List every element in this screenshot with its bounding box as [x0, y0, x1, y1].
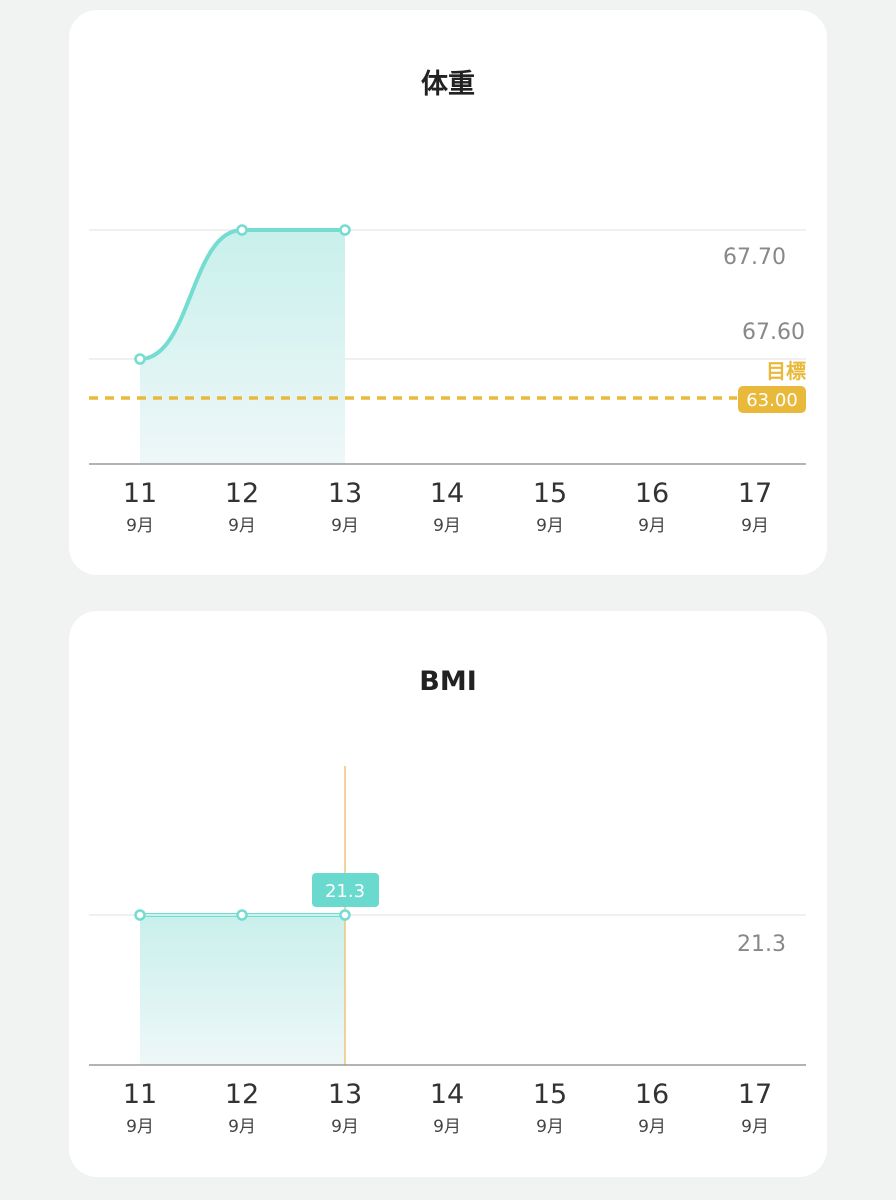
x-tick-day: 13: [328, 478, 362, 509]
bmi-chart-card: BMI 21.3 21.3 11 9月 12 9月 13 9月 14 9月 15 9月 16 9月 17 9月: [69, 611, 827, 1177]
bmi-data-point[interactable]: [236, 909, 248, 921]
x-tick-month: 9月: [331, 1117, 359, 1137]
x-tick-day: 16: [635, 478, 669, 509]
goal-value-badge: [738, 386, 806, 413]
weight-chart-card: 体重 目標 63.00 67.70 67.60 11 9月 12 9月 13 9月 14 9月 15 9月…: [69, 10, 827, 575]
y-tick-label: 21.3: [737, 932, 786, 957]
bmi-data-point[interactable]: [339, 909, 351, 921]
bmi-chart-title: BMI: [419, 666, 477, 697]
bmi-tooltip: [312, 873, 379, 907]
weight-chart[interactable]: 目標 63.00 67.70 67.60 11 9月 12 9月 13 9月 14 9月 15 9月 16 9…: [69, 10, 827, 575]
x-tick-month: 9月: [228, 516, 256, 536]
x-tick-month: 9月: [126, 516, 154, 536]
x-tick-day: 15: [533, 1079, 567, 1110]
y-tick-label: 67.60: [742, 320, 805, 345]
x-tick-month: 9月: [536, 516, 564, 536]
x-tick-month: 9月: [741, 516, 769, 536]
x-tick-day: 12: [225, 478, 259, 509]
weight-series-line: [139, 227, 345, 361]
x-tick-month: 9月: [536, 1117, 564, 1137]
bmi-tooltip-value: 21.3: [325, 881, 365, 902]
weight-chart-title: 体重: [421, 69, 475, 100]
x-tick-day: 14: [430, 1079, 464, 1110]
weight-data-point[interactable]: [339, 224, 351, 236]
x-tick-day: 17: [738, 1079, 772, 1110]
weight-area-fill: [140, 230, 345, 464]
x-tick-month: 9月: [228, 1117, 256, 1137]
x-tick-month: 9月: [126, 1117, 154, 1137]
x-tick-day: 12: [225, 1079, 259, 1110]
x-tick-month: 9月: [741, 1117, 769, 1137]
x-tick-day: 13: [328, 1079, 362, 1110]
x-tick-month: 9月: [433, 1117, 461, 1137]
x-tick-day: 17: [738, 478, 772, 509]
weight-data-point[interactable]: [134, 353, 146, 365]
x-tick-day: 16: [635, 1079, 669, 1110]
y-tick-label: 67.70: [723, 245, 786, 270]
goal-label: 目標: [766, 359, 806, 383]
x-tick-month: 9月: [638, 1117, 666, 1137]
x-tick-day: 11: [123, 1079, 157, 1110]
bmi-data-point[interactable]: [134, 909, 146, 921]
x-tick-day: 11: [123, 478, 157, 509]
x-tick-month: 9月: [433, 516, 461, 536]
x-tick-month: 9月: [638, 516, 666, 536]
bmi-area-fill: [140, 915, 345, 1065]
x-tick-day: 14: [430, 478, 464, 509]
x-tick-day: 15: [533, 478, 567, 509]
x-tick-month: 9月: [331, 516, 359, 536]
goal-value: 63.00: [746, 390, 798, 411]
bmi-chart[interactable]: 21.3 21.3 11 9月 12 9月 13 9月 14 9月 15 9月 16 9月 17 9月: [69, 611, 827, 1177]
weight-data-point[interactable]: [236, 224, 248, 236]
